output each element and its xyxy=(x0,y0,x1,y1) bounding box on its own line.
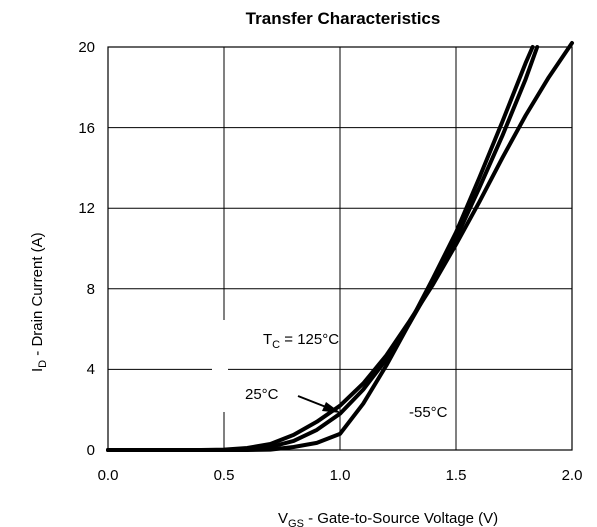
y-axis-label-sub: D xyxy=(37,360,49,368)
y-tick-label: 4 xyxy=(87,361,95,378)
annotation-25c: 25°C xyxy=(245,386,279,403)
series-line-3 xyxy=(108,47,533,450)
annotation-tc-125: TC = 125°C xyxy=(263,331,339,351)
x-tick-labels: 0.0 0.5 1.0 1.5 2.0 xyxy=(98,467,583,484)
x-axis-label-sub: GS xyxy=(288,518,304,527)
y-tick-label: 16 xyxy=(78,120,95,137)
y-tick-label: 20 xyxy=(78,39,95,56)
annotation-tc-sub: C xyxy=(272,339,280,351)
y-tick-label: 0 xyxy=(87,442,95,459)
annotation-arrow-line xyxy=(298,396,326,407)
x-tick-label: 1.0 xyxy=(330,467,351,484)
x-axis-label-rest: - Gate-to-Source Voltage (V) xyxy=(304,510,498,527)
chart-title: Transfer Characteristics xyxy=(246,9,441,28)
y-tick-label: 8 xyxy=(87,281,95,298)
annotation-mask xyxy=(212,320,228,412)
annotation-tc-main: T xyxy=(263,331,272,348)
y-tick-labels: 0 4 8 12 16 20 xyxy=(78,39,95,459)
y-axis-label: ID - Drain Current (A) xyxy=(29,232,49,372)
x-tick-label: 2.0 xyxy=(562,467,583,484)
annotation-tc-rest: = 125°C xyxy=(280,331,339,348)
grid-lines xyxy=(108,47,572,450)
annotation-minus55c: -55°C xyxy=(409,404,448,421)
x-tick-label: 0.5 xyxy=(214,467,235,484)
y-axis-label-rest: - Drain Current (A) xyxy=(29,232,46,360)
x-axis-label-main: V xyxy=(278,510,288,527)
x-tick-label: 1.5 xyxy=(446,467,467,484)
x-tick-label: 0.0 xyxy=(98,467,119,484)
x-axis-label: VGS - Gate-to-Source Voltage (V) xyxy=(278,510,498,527)
series-line-2 xyxy=(108,47,537,450)
y-tick-label: 12 xyxy=(78,200,95,217)
